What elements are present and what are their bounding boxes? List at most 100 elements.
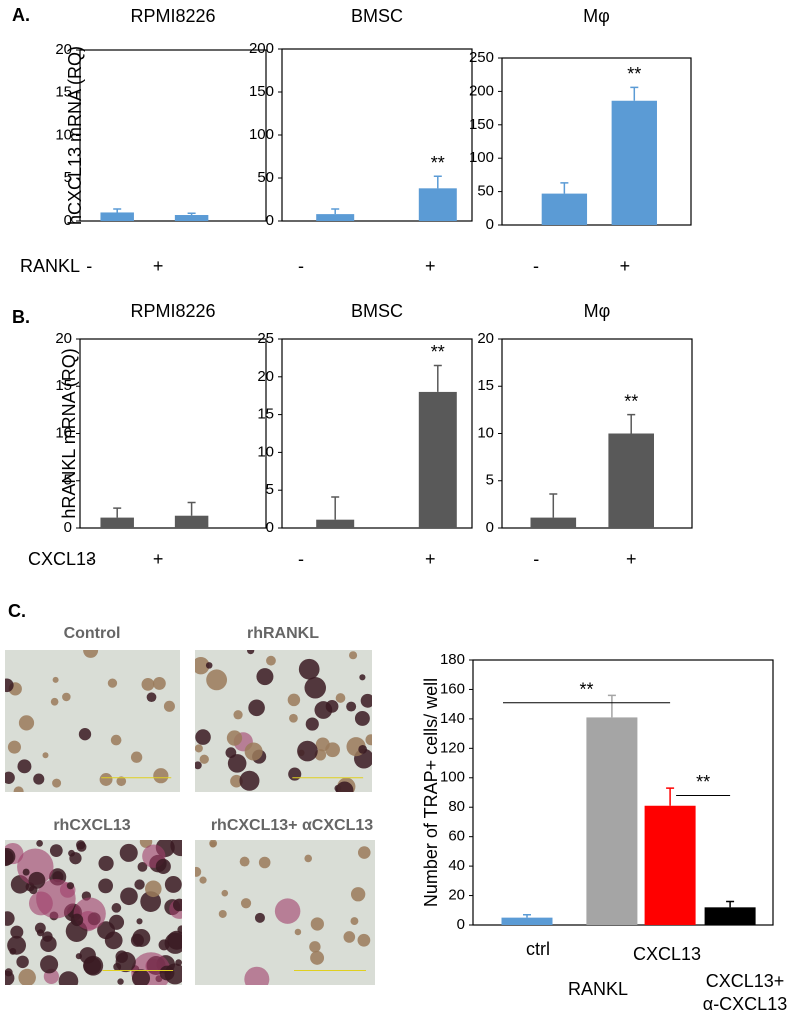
cell [258, 856, 271, 869]
y-tick-label: 60 [448, 828, 465, 845]
cell [5, 970, 15, 985]
chart-title: RPMI8226 [130, 301, 215, 321]
cell [111, 903, 122, 913]
bar [316, 214, 355, 221]
panel-label: A. [12, 5, 30, 25]
bar [608, 433, 654, 528]
x-tick-label: - [86, 549, 92, 569]
cell [350, 887, 366, 902]
error-bar [187, 501, 196, 516]
bar [316, 519, 355, 528]
cell [134, 879, 145, 890]
error-bar [560, 182, 569, 194]
cell [354, 710, 370, 726]
x-tick-label: - [533, 256, 539, 276]
micrograph-content [195, 840, 375, 985]
y-tick-label: 0 [64, 519, 72, 536]
y-tick-label: 25 [257, 330, 274, 347]
bar [501, 917, 553, 925]
y-axis-label: hCXCL13 mRNA (RQ) [65, 46, 85, 225]
cell [52, 778, 62, 788]
y-tick-label: 20 [257, 368, 274, 385]
significance: ** [580, 679, 594, 699]
micrograph-caption: rhCXCL13+ αCXCL13 [211, 817, 373, 834]
y-tick-label: 250 [469, 49, 494, 66]
bar [418, 188, 457, 221]
chart-title: BMSC [351, 6, 403, 26]
cell [365, 734, 372, 746]
cell [325, 742, 340, 758]
cell [298, 658, 320, 680]
cell [119, 843, 138, 862]
cell [167, 930, 182, 950]
cell [163, 700, 175, 712]
micrograph [195, 840, 375, 985]
y-tick-label: 0 [266, 519, 274, 536]
x-tick-label: + [425, 256, 436, 276]
y-tick-label: 20 [55, 41, 72, 58]
cell [209, 841, 217, 848]
y-tick-label: 15 [477, 377, 494, 394]
cell [221, 889, 229, 897]
y-tick-label: 200 [469, 82, 494, 99]
y-tick-label: 40 [448, 857, 465, 874]
micrograph [195, 650, 372, 792]
cell [40, 935, 57, 953]
y-tick-label: 50 [257, 169, 274, 186]
bar [418, 391, 457, 528]
error-bar [630, 86, 639, 101]
x-tick-label: CXCL13+ [706, 971, 785, 991]
cell [195, 744, 203, 753]
y-tick-label: 5 [486, 472, 494, 489]
y-tick-label: 15 [55, 84, 72, 101]
cell-halo [17, 848, 54, 885]
x-tick-label: - [86, 256, 92, 276]
cell [5, 911, 15, 926]
error-bar [523, 913, 531, 918]
cell [310, 917, 324, 931]
y-tick-label: 20 [477, 330, 494, 347]
micrograph-content [5, 840, 182, 985]
cell [18, 715, 35, 731]
cell [22, 868, 30, 876]
cell [130, 751, 143, 763]
x-tick-label: ctrl [526, 939, 550, 959]
y-tick-label: 100 [469, 149, 494, 166]
y-tick-label: 160 [440, 680, 465, 697]
significance: ** [624, 391, 638, 411]
error-bar [113, 507, 122, 518]
cell [17, 759, 32, 774]
cell [310, 950, 325, 965]
micrograph-caption: Control [64, 625, 121, 642]
cell [325, 699, 339, 713]
bar [100, 517, 134, 528]
cell [304, 854, 312, 863]
error-bar [433, 175, 442, 189]
y-tick-label: 180 [440, 651, 465, 668]
cell [18, 968, 36, 985]
y-tick-label: 10 [477, 424, 494, 441]
y-axis-label: Number of TRAP+ cells/ well [421, 678, 441, 907]
cell [233, 710, 243, 720]
cell [49, 844, 63, 857]
cell [70, 913, 84, 927]
bar [530, 517, 577, 528]
cell [350, 917, 359, 925]
cell [230, 774, 243, 788]
cell [97, 921, 116, 940]
cell [52, 676, 59, 683]
y-tick-label: 0 [486, 519, 494, 536]
cell [98, 878, 114, 894]
cell [164, 876, 182, 893]
cell [9, 947, 17, 955]
bar [174, 515, 209, 528]
cell [110, 734, 122, 746]
cell [239, 770, 260, 791]
cell [136, 918, 143, 925]
cell [145, 880, 162, 898]
cell [309, 941, 321, 953]
cell [98, 855, 114, 872]
cell [137, 861, 148, 872]
cell [158, 939, 170, 951]
